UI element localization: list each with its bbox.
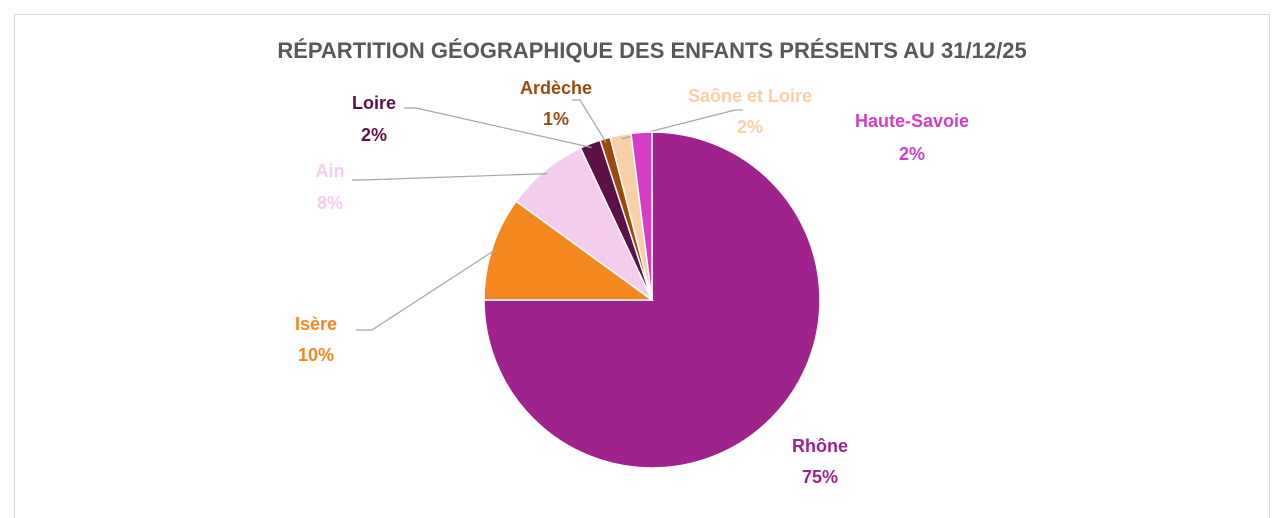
chart-title: RÉPARTITION GÉOGRAPHIQUE DES ENFANTS PRÉ…: [277, 38, 1026, 63]
value-label: 2%: [899, 144, 925, 164]
pie-slice: [483, 200, 655, 301]
value-label: 10%: [298, 345, 334, 365]
category-label: Loire: [352, 93, 396, 113]
value-label: 8%: [317, 193, 343, 213]
category-label: Isère: [295, 314, 337, 334]
leader-line: [356, 248, 497, 331]
value-label: 1%: [543, 109, 569, 129]
leader-line: [621, 109, 743, 140]
pie-slice: [483, 131, 821, 469]
category-label: Ardèche: [520, 78, 592, 98]
leader-line: [572, 99, 607, 143]
pie-slice: [630, 131, 653, 301]
category-label: Saône et Loire: [688, 86, 812, 106]
chart-frame: [14, 14, 1270, 518]
leader-line: [404, 107, 592, 149]
category-label: Rhône: [792, 436, 848, 456]
leader-line: [352, 173, 548, 181]
value-label: 2%: [361, 125, 387, 145]
value-label: 2%: [737, 117, 763, 137]
value-label: 75%: [802, 467, 838, 487]
category-label: Ain: [316, 161, 345, 181]
category-label: Haute-Savoie: [855, 111, 969, 131]
